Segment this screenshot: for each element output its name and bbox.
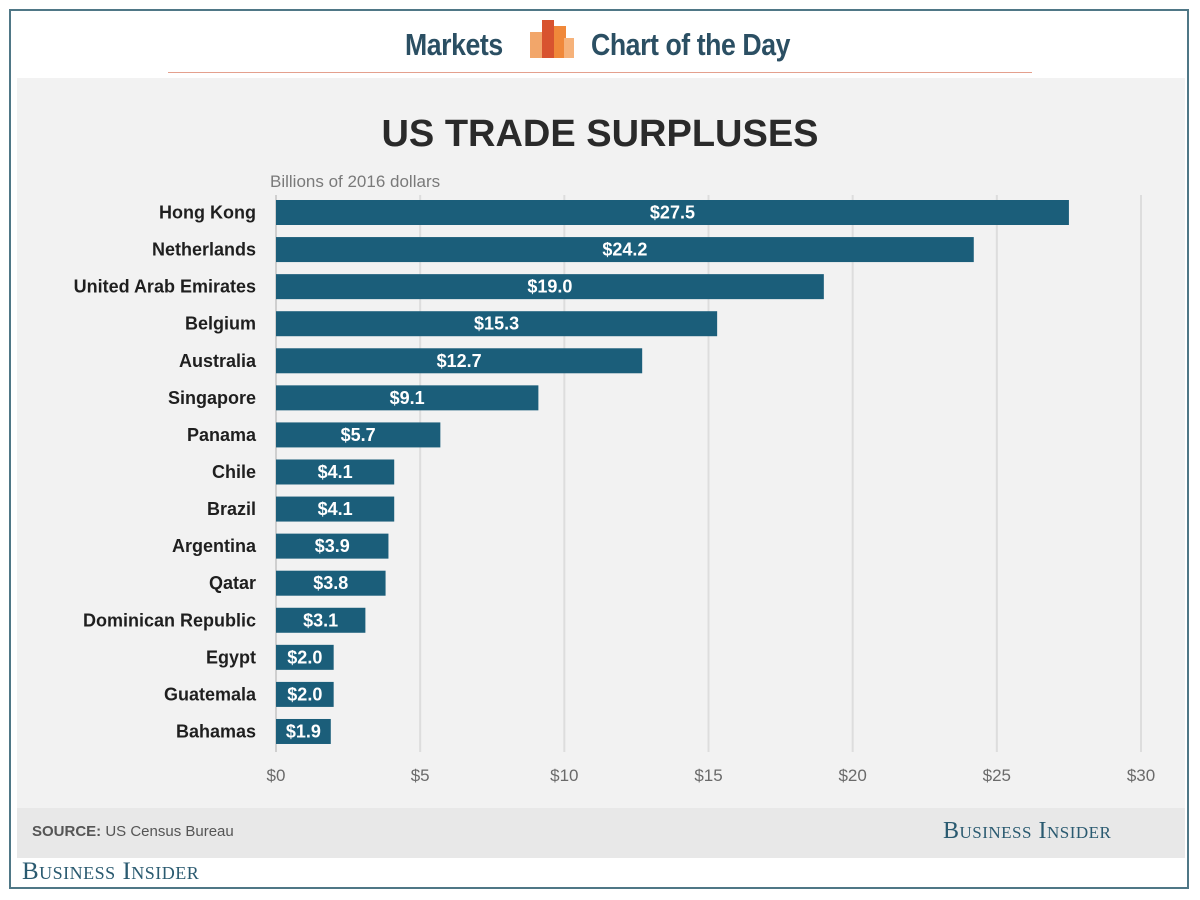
x-tick-label: $25 (983, 766, 1011, 785)
value-label: $3.1 (303, 610, 338, 630)
x-tick-label: $5 (411, 766, 430, 785)
value-label: $4.1 (318, 462, 353, 482)
value-label: $4.1 (318, 499, 353, 519)
value-label: $27.5 (650, 203, 695, 223)
value-label: $2.0 (287, 684, 322, 704)
category-label: Argentina (172, 536, 257, 556)
x-tick-label: $30 (1127, 766, 1155, 785)
bar (276, 422, 441, 448)
bar (276, 237, 974, 263)
source-text: US Census Bureau (105, 823, 234, 840)
header-markets-label: Markets (405, 27, 503, 62)
category-label: United Arab Emirates (74, 277, 256, 297)
category-label: Brazil (207, 499, 256, 519)
category-label: Qatar (209, 573, 256, 593)
business-insider-logo-inner: Business Insider (943, 818, 1112, 844)
bar (276, 274, 824, 300)
bar-chart: Hong Kong $27.5 Netherlands $24.2 United Ara… (74, 195, 1155, 785)
chart-subtitle: Billions of 2016 dollars (270, 172, 441, 191)
category-label: Netherlands (152, 240, 256, 260)
bar (276, 200, 1069, 225)
header-chart-of-the-day-label: Chart of the Day (591, 27, 791, 62)
category-label: Dominican Republic (83, 610, 256, 630)
value-label: $15.3 (474, 314, 519, 334)
bar (276, 570, 386, 596)
category-label: Australia (179, 351, 257, 371)
x-tick-label: $0 (267, 766, 286, 785)
source-bar (17, 808, 1185, 858)
bar (276, 459, 395, 485)
value-label: $1.9 (286, 721, 321, 741)
category-label: Hong Kong (159, 203, 256, 223)
value-label: $9.1 (390, 388, 425, 408)
category-label: Belgium (185, 314, 256, 334)
value-label: $24.2 (602, 240, 647, 260)
bar (276, 718, 331, 744)
chart-title: US TRADE SURPLUSES (381, 113, 819, 155)
x-tick-label: $10 (550, 766, 578, 785)
value-label: $3.8 (313, 573, 348, 593)
x-tick-label: $15 (694, 766, 722, 785)
bar (276, 311, 718, 337)
header: Markets Chart of the Day (0, 0, 1200, 74)
source-label: SOURCE: (32, 823, 102, 840)
category-label: Bahamas (176, 721, 256, 741)
bar (276, 681, 334, 707)
value-label: $3.9 (315, 536, 350, 556)
bar (276, 496, 395, 522)
header-divider (168, 72, 1032, 73)
business-insider-logo-outer: Business Insider (22, 858, 200, 885)
category-label: Egypt (206, 647, 256, 667)
category-label: Chile (212, 462, 256, 482)
value-label: $5.7 (341, 425, 376, 445)
bar (276, 385, 539, 411)
bar (276, 348, 643, 374)
category-label: Panama (187, 425, 257, 445)
bar (276, 644, 334, 670)
bar (276, 607, 366, 633)
value-label: $2.0 (287, 647, 322, 667)
value-label: $12.7 (437, 351, 482, 371)
x-tick-label: $20 (838, 766, 866, 785)
bar (276, 533, 389, 559)
category-label: Singapore (168, 388, 256, 408)
source-note: SOURCE: US Census Bureau (32, 823, 234, 840)
bar-chart-logo-icon (530, 20, 574, 58)
category-label: Guatemala (164, 684, 257, 704)
value-label: $19.0 (527, 277, 572, 297)
